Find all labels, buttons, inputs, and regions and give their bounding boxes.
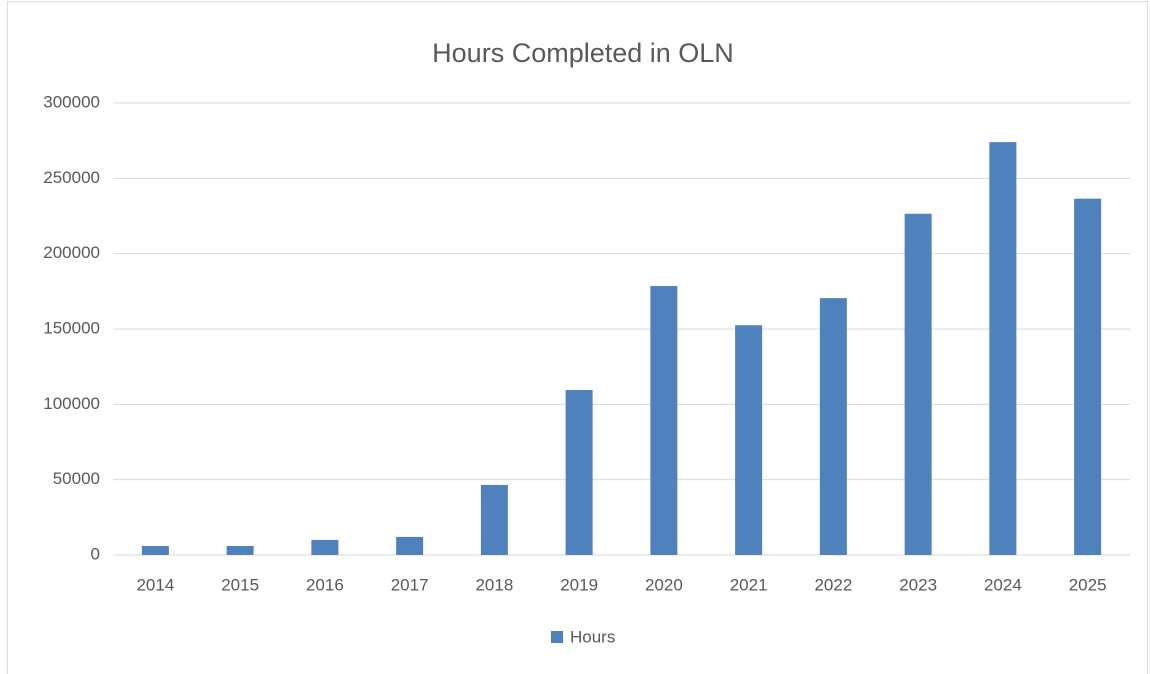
x-tick-label: 2017 [391, 575, 429, 594]
bar [565, 390, 593, 555]
y-tick-label: 200000 [43, 243, 100, 262]
x-tick-label: 2018 [475, 575, 513, 594]
chart-title: Hours Completed in OLN [432, 38, 734, 68]
legend-label: Hours [570, 627, 615, 646]
chart-border [7, 1, 1148, 674]
x-tick-label: 2020 [645, 575, 683, 594]
x-tick-label: 2022 [814, 575, 852, 594]
bar [735, 325, 763, 555]
y-tick-label: 100000 [43, 394, 100, 413]
x-tick-label: 2014 [136, 575, 174, 594]
x-tick-label: 2015 [221, 575, 259, 594]
bar [396, 536, 424, 555]
x-tick-label: 2024 [984, 575, 1022, 594]
y-tick-label: 0 [91, 544, 100, 563]
y-tick-label: 300000 [43, 92, 100, 111]
bar [650, 286, 678, 555]
y-tick-label: 50000 [53, 469, 100, 488]
x-tick-label: 2019 [560, 575, 598, 594]
legend-swatch [551, 631, 563, 643]
x-tick-label: 2023 [899, 575, 937, 594]
y-tick-label: 250000 [43, 168, 100, 187]
bar [311, 539, 339, 555]
bar [226, 545, 254, 555]
bar [141, 545, 169, 555]
y-tick-label: 150000 [43, 318, 100, 337]
bar [1074, 198, 1102, 555]
bar [904, 213, 932, 556]
x-tick-label: 2025 [1069, 575, 1107, 594]
x-tick-label: 2021 [730, 575, 768, 594]
bar [480, 484, 508, 555]
x-tick-label: 2016 [306, 575, 344, 594]
bar [989, 142, 1017, 555]
bar [819, 298, 847, 555]
